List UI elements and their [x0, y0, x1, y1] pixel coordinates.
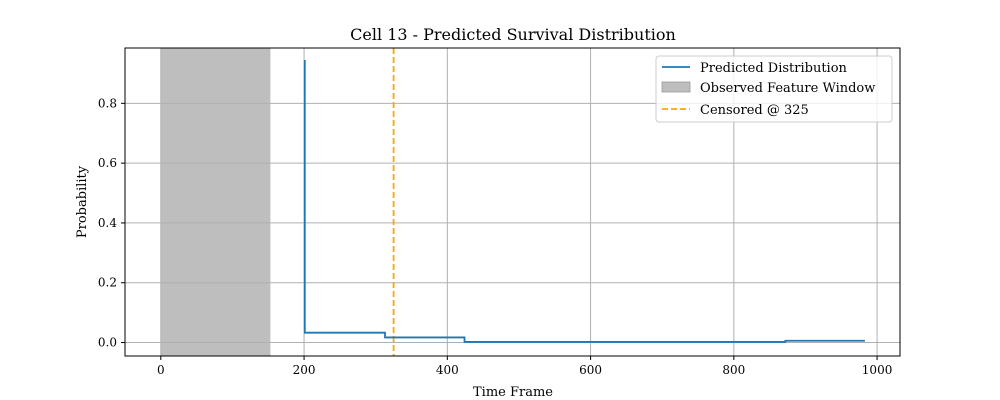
x-tick-label: 800: [722, 363, 745, 377]
y-tick-label: 0.8: [98, 96, 117, 110]
legend-label-observed: Observed Feature Window: [700, 81, 875, 96]
chart-title: Cell 13 - Predicted Survival Distributio…: [350, 25, 676, 44]
y-tick-label: 0.2: [98, 276, 117, 290]
x-tick-label: 200: [293, 363, 316, 377]
ticks-layer: 0 200 400 600 800 1000 0.0 0.2 0.4 0.6 0.8: [98, 96, 892, 377]
y-tick-label: 0.6: [98, 156, 117, 170]
legend-label-censored: Censored @ 325: [700, 103, 809, 118]
series-line-predicted: [303, 59, 865, 343]
legend: Predicted Distribution Observed Feature …: [655, 55, 893, 123]
y-tick-label: 0.4: [98, 216, 117, 230]
legend-frame: [655, 55, 893, 123]
observed-window-layer: [160, 48, 271, 356]
series-layer: [303, 59, 865, 343]
x-tick-label: 600: [579, 363, 602, 377]
observed-feature-window: [160, 48, 271, 356]
y-axis-label: Probability: [75, 165, 90, 238]
axes-frame: [124, 47, 901, 357]
legend-label-predicted: Predicted Distribution: [700, 61, 848, 76]
legend-swatch-observed: [661, 81, 691, 93]
x-tick-label: 1000: [862, 363, 893, 377]
x-tick-label: 0: [157, 363, 165, 377]
x-axis-label: Time Frame: [473, 385, 553, 400]
y-tick-label: 0.0: [98, 336, 117, 350]
plot-frame: [124, 47, 901, 357]
x-tick-label: 400: [436, 363, 459, 377]
